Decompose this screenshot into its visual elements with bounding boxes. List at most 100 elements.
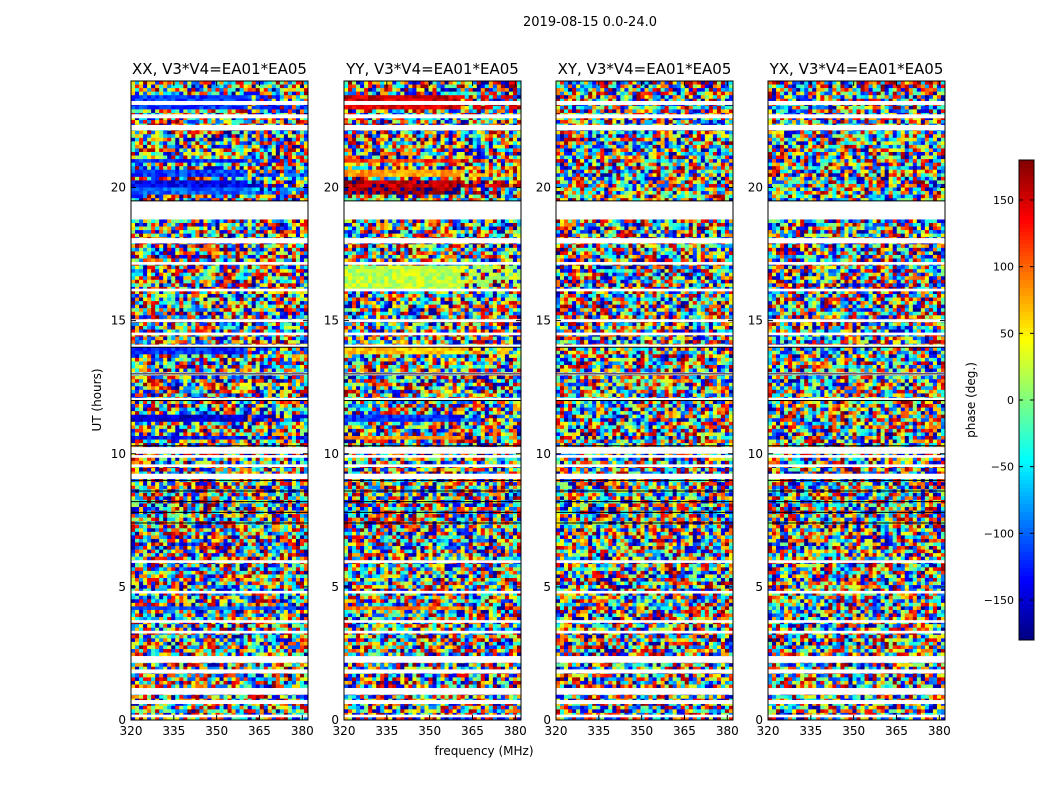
heatmap-cell [235, 471, 241, 476]
heatmap-cell [303, 354, 309, 359]
heatmap-cell [287, 357, 293, 362]
heatmap-cell [223, 368, 228, 373]
heatmap-cell [155, 382, 160, 387]
heatmap-cell [223, 350, 228, 355]
heatmap-cell [139, 134, 144, 139]
heatmap-cell [163, 460, 168, 465]
heatmap-cell [239, 340, 245, 345]
heatmap-cell [203, 247, 208, 252]
heatmap-cell [279, 340, 285, 345]
heatmap-cell [243, 357, 249, 362]
heatmap-cell [199, 233, 204, 238]
heatmap-cell [255, 194, 261, 199]
heatmap-cell [147, 421, 152, 426]
heatmap-cell [291, 183, 297, 188]
heatmap-cell [235, 155, 241, 160]
heatmap-cell [223, 247, 228, 252]
heatmap-cell [247, 144, 253, 149]
heatmap-cell [219, 144, 224, 149]
heatmap-cell [139, 155, 144, 160]
heatmap-cell [163, 198, 168, 203]
heatmap-cell [263, 141, 269, 146]
heatmap-cell [191, 258, 196, 263]
heatmap-cell [271, 471, 277, 476]
heatmap-cell [219, 460, 224, 465]
heatmap-cell [303, 279, 309, 284]
heatmap-cell [159, 230, 164, 235]
heatmap-cell [179, 269, 184, 274]
heatmap-cell [163, 301, 168, 306]
heatmap-cell [195, 283, 200, 288]
heatmap-cell [279, 223, 285, 227]
heatmap-cell [271, 290, 277, 295]
heatmap-cell [235, 379, 241, 384]
heatmap-cell [287, 386, 293, 391]
heatmap-cell [259, 471, 265, 476]
heatmap-cell [303, 460, 309, 465]
heatmap-cell [223, 109, 228, 114]
heatmap-cell [155, 183, 160, 188]
heatmap-cell [219, 418, 224, 423]
heatmap-cell [143, 91, 148, 96]
heatmap-cell [247, 418, 253, 423]
heatmap-cell [263, 467, 269, 472]
heatmap-cell [203, 297, 208, 302]
heatmap-cell [163, 304, 168, 309]
heatmap-cell [163, 180, 168, 185]
heatmap-cell [291, 304, 297, 309]
heatmap-cell [135, 88, 140, 93]
heatmap-cell [219, 411, 224, 416]
heatmap-cell [139, 361, 144, 366]
heatmap-cell [219, 173, 224, 178]
heatmap-cell [215, 148, 220, 153]
heatmap-cell [199, 428, 204, 433]
heatmap-cell [295, 183, 301, 188]
heatmap-cell [271, 254, 277, 259]
heatmap-cell [187, 315, 192, 320]
heatmap-cell [279, 152, 285, 156]
heatmap-cell [279, 336, 285, 341]
heatmap-cell [163, 407, 168, 412]
heatmap-cell [211, 425, 216, 430]
heatmap-cell [251, 198, 257, 203]
heatmap-cell [259, 251, 265, 256]
heatmap-cell [139, 258, 144, 263]
heatmap-cell [179, 109, 184, 114]
heatmap-cell [299, 120, 305, 124]
heatmap-cell [263, 258, 269, 263]
heatmap-cell [259, 148, 265, 153]
heatmap-cell [143, 269, 148, 274]
heatmap-cell [271, 294, 277, 298]
heatmap-cell [199, 379, 204, 384]
heatmap-cell [247, 297, 253, 302]
heatmap-cell [243, 467, 249, 472]
heatmap-cell [235, 230, 241, 235]
heatmap-cell [247, 162, 253, 167]
heatmap-cell [251, 251, 257, 256]
heatmap-cell [215, 322, 220, 327]
heatmap-cell [235, 439, 241, 444]
heatmap-cell [287, 467, 293, 472]
heatmap-cell [195, 308, 200, 313]
heatmap-cell [151, 411, 156, 416]
heatmap-cell [155, 244, 160, 249]
heatmap-cell [155, 443, 160, 448]
heatmap-cell [219, 230, 224, 235]
heatmap-cell [267, 265, 273, 270]
heatmap-cell [295, 436, 301, 440]
heatmap-cell [143, 350, 148, 355]
heatmap-cell [295, 386, 301, 391]
heatmap-cell [239, 297, 245, 302]
heatmap-cell [147, 432, 152, 437]
heatmap-cell [135, 347, 140, 352]
heatmap-cell [131, 272, 136, 277]
heatmap-cell [247, 244, 253, 249]
heatmap-cell [139, 159, 144, 164]
heatmap-cell [267, 393, 273, 398]
heatmap-cell [219, 389, 224, 394]
heatmap-cell [151, 368, 156, 373]
heatmap-cell [299, 183, 305, 188]
heatmap-cell [263, 389, 269, 394]
heatmap-cell [187, 187, 192, 192]
heatmap-cell [259, 141, 265, 146]
